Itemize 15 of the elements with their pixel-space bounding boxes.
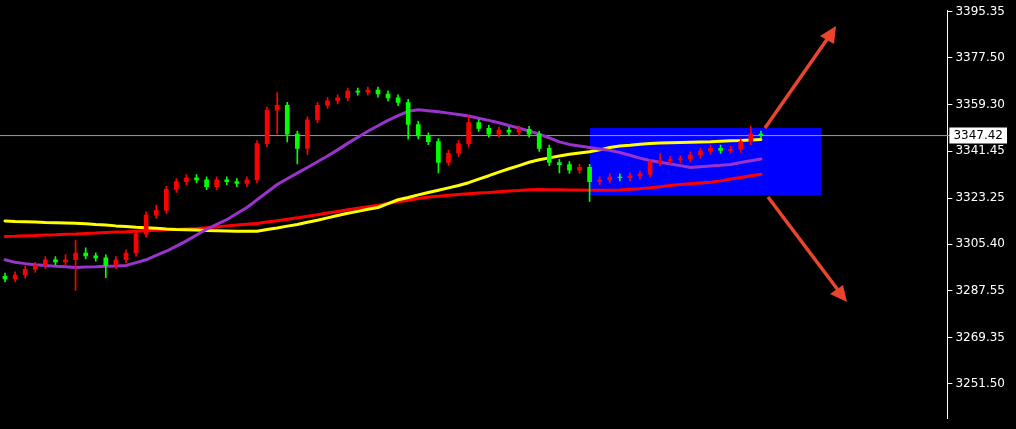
y-tick-label: 3269.35 [955, 329, 1005, 344]
candlestick [355, 87, 361, 96]
y-tick-label: 3377.50 [955, 49, 1005, 64]
y-tick-label: 3305.40 [955, 236, 1005, 251]
ref-line-label: 3347.42 [953, 127, 1003, 142]
y-tick-label: 3359.30 [955, 96, 1005, 111]
y-tick-label: 3395.35 [955, 3, 1005, 18]
y-tick-label: 3323.25 [955, 190, 1005, 205]
y-tick-label: 3341.45 [955, 143, 1005, 158]
candlestick [274, 92, 280, 135]
y-tick-label: 3287.55 [955, 282, 1005, 297]
y-tick-label: 3251.50 [955, 375, 1005, 390]
candlestick [657, 153, 663, 166]
candlestick [728, 145, 734, 154]
candlestick [667, 156, 673, 165]
